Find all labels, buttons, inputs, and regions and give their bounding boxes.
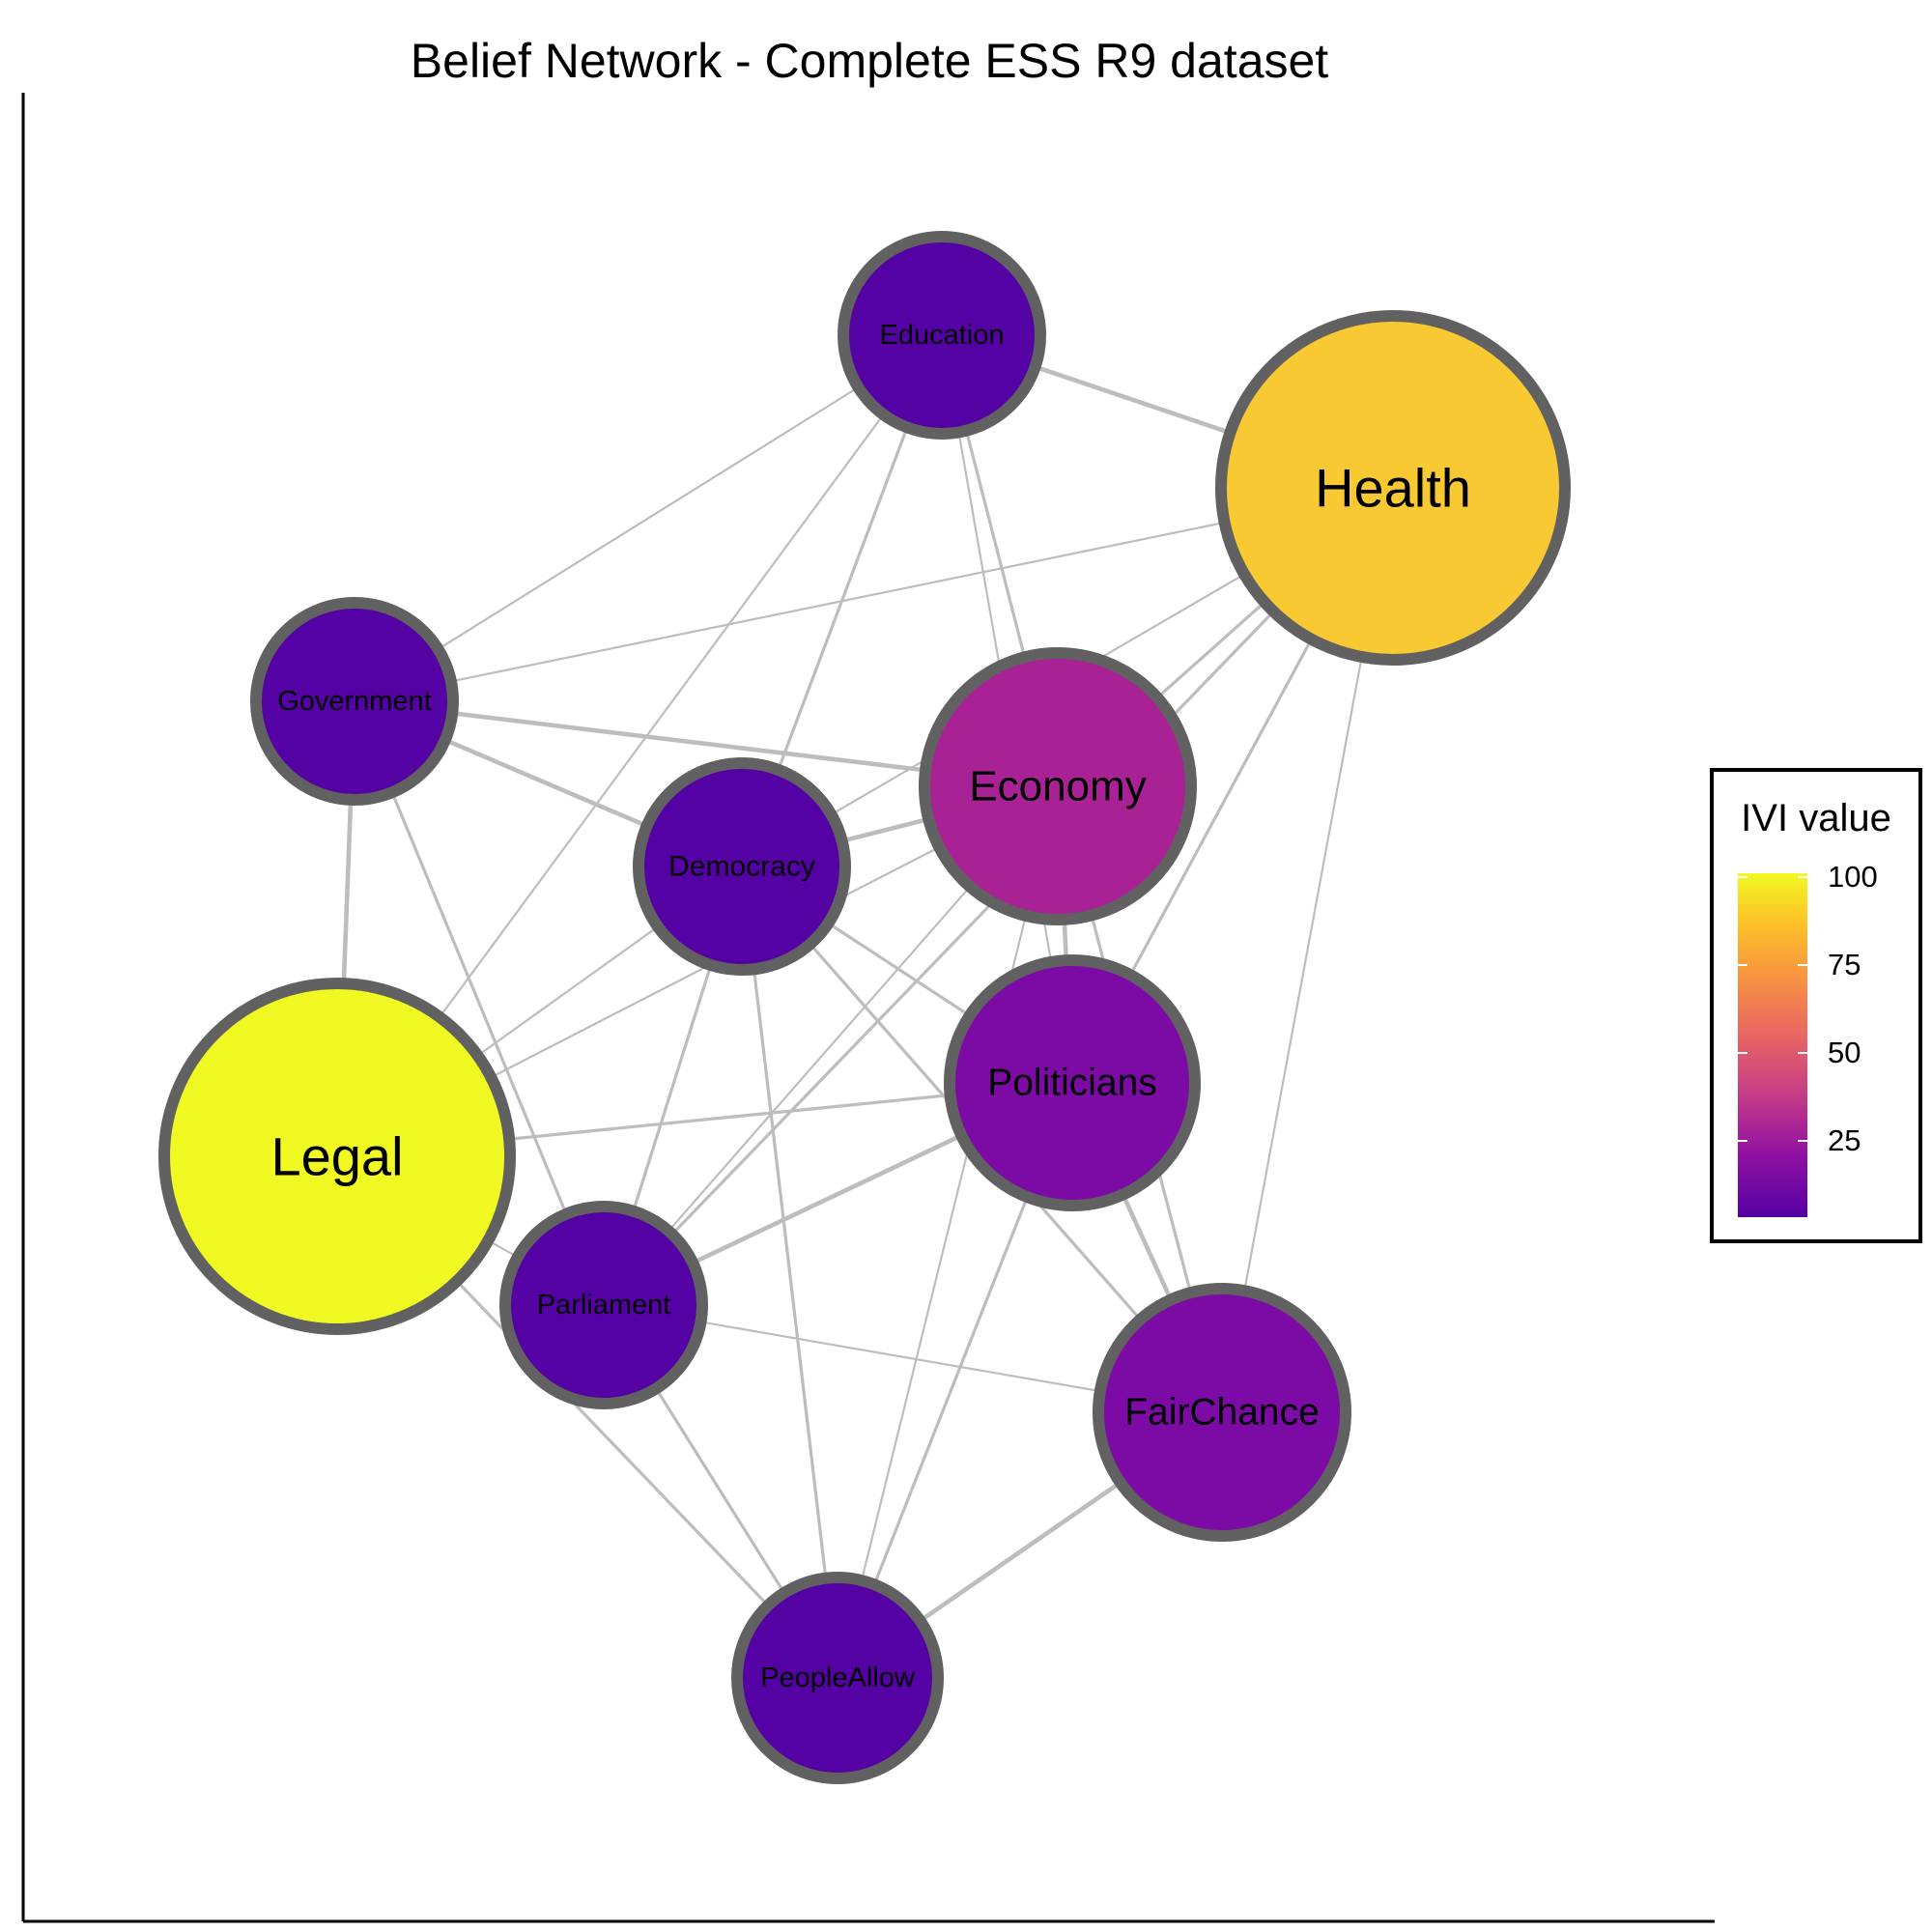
legend-tick-label: 75: [1828, 948, 1861, 981]
node-label-peopleallow: PeopleAllow: [760, 1662, 916, 1693]
node-circle-economy: [919, 647, 1197, 925]
plot-title: Belief Network - Complete ESS R9 dataset: [410, 34, 1329, 88]
node-label-economy: Economy: [969, 763, 1146, 810]
node-label-politicians: Politicians: [987, 1063, 1157, 1104]
edge-government-parliament: [353, 700, 606, 1306]
node-label-parliament: Parliament: [537, 1290, 671, 1321]
node-economy: Economy: [919, 647, 1197, 925]
node-fairchance: FairChance: [1093, 1283, 1351, 1542]
node-circle-legal: [158, 978, 516, 1335]
edge-economy-peopleallow: [836, 785, 1060, 1679]
node-label-government: Government: [277, 686, 432, 717]
node-circle-parliament: [499, 1201, 708, 1409]
legend: IVI value 100 75 50 25: [1710, 768, 1922, 1243]
legend-title: IVI value: [1741, 797, 1891, 839]
node-circle-democracy: [633, 757, 851, 976]
nodes-layer: Education Health Government Economy Democrac…: [158, 231, 1571, 1784]
node-democracy: Democracy: [633, 757, 851, 976]
node-label-democracy: Democracy: [668, 851, 815, 883]
node-circle-fairchance: [1093, 1283, 1351, 1542]
node-label-legal: Legal: [270, 1126, 403, 1187]
legend-color-bar: [1738, 873, 1807, 1217]
edge-education-government: [354, 334, 943, 702]
node-government: Government: [250, 597, 459, 806]
edge-democracy-peopleallow: [740, 866, 839, 1679]
node-circle-politicians: [944, 954, 1201, 1211]
node-health: Health: [1215, 310, 1571, 666]
node-parliament: Parliament: [499, 1201, 708, 1409]
node-peopleallow: PeopleAllow: [731, 1572, 944, 1784]
legend-tick-label: 50: [1828, 1036, 1861, 1069]
node-circle-government: [250, 597, 459, 806]
node-circle-health: [1215, 310, 1571, 666]
node-label-education: Education: [880, 320, 1005, 351]
node-label-health: Health: [1315, 458, 1471, 519]
legend-tick-label: 100: [1828, 860, 1878, 894]
legend-tick-label: 25: [1828, 1123, 1861, 1157]
node-circle-peopleallow: [731, 1572, 944, 1784]
node-legal: Legal: [158, 978, 516, 1335]
node-education: Education: [838, 231, 1046, 440]
node-circle-education: [838, 231, 1046, 440]
node-politicians: Politicians: [944, 954, 1201, 1211]
node-label-fairchance: FairChance: [1124, 1392, 1320, 1434]
